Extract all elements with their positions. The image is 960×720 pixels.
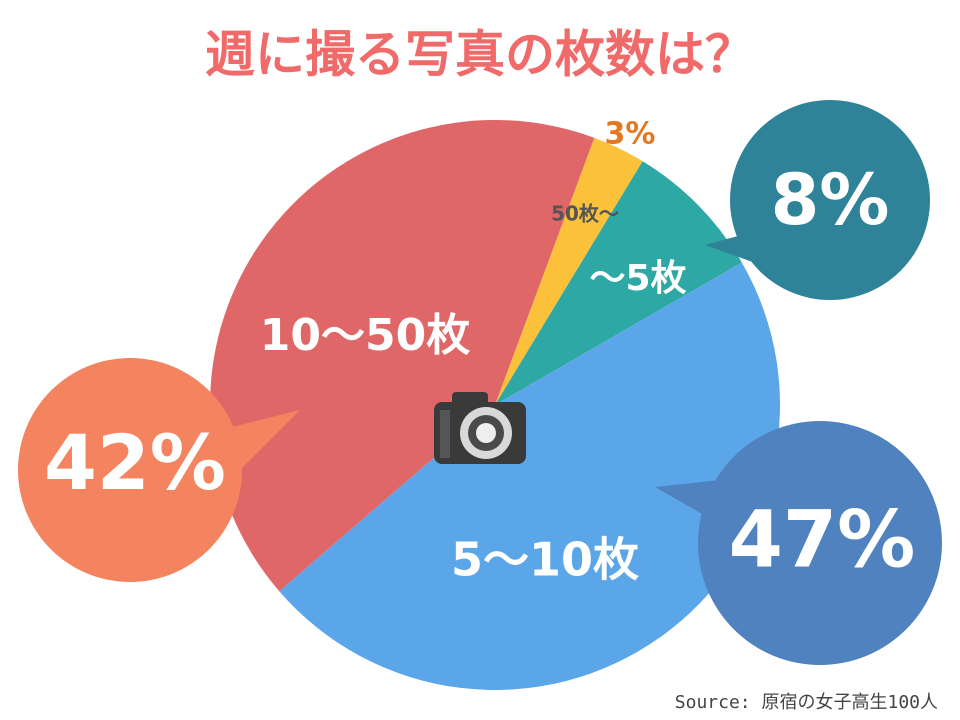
value-label: 42% xyxy=(44,418,226,507)
pie-slice xyxy=(279,262,780,690)
callout-bubble xyxy=(698,421,942,665)
slice-label: 5〜10枚 xyxy=(451,533,639,587)
slice-label: 〜5枚 xyxy=(589,258,686,299)
chart-title: 週に撮る写真の枚数は？ xyxy=(205,26,755,84)
callout-bubble xyxy=(18,358,242,582)
value-label: 3% xyxy=(605,117,656,152)
slice-label: 50枚〜 xyxy=(551,202,619,226)
camera-icon xyxy=(434,392,526,464)
pie-slice xyxy=(210,120,595,592)
labels: 50枚〜 3% 〜5枚 8% 5〜10枚 47% 10〜50枚 42% xyxy=(18,100,942,665)
pie xyxy=(210,120,780,690)
source-note: Source: 原宿の女子高生100人 xyxy=(675,692,938,713)
callout-bubble xyxy=(730,100,930,300)
value-label: 8% xyxy=(771,159,890,241)
value-label: 47% xyxy=(729,495,916,585)
pie-slice xyxy=(495,137,643,405)
slice-label: 10〜50枚 xyxy=(260,310,470,361)
pie-slice xyxy=(495,161,742,405)
